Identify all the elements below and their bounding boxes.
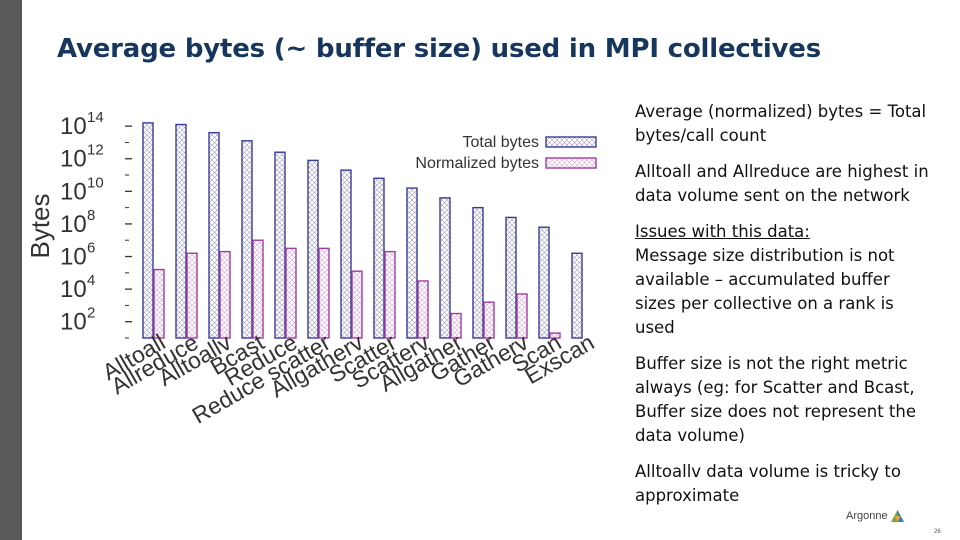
y-tick-label: 10 [60, 146, 87, 173]
legend-label-total: Total bytes [463, 134, 539, 151]
bar-total-gather [472, 206, 484, 339]
bar-normalized-allreduce [186, 252, 198, 339]
bar-normalized-reduce_scatter [318, 247, 330, 339]
bar-normalized-alltoall [153, 268, 165, 339]
bar-total-exscan [571, 252, 583, 339]
page-number: 26 [934, 529, 941, 535]
bar-total-allgatherv [340, 169, 352, 339]
bullet-4: Buffer size is not the right metric alwa… [635, 354, 917, 445]
y-tick-label: 10 [60, 113, 87, 140]
bar-normalized-allgather [450, 312, 462, 339]
bar-total-alltoallv [208, 131, 220, 339]
bar-normalized-gatherv [516, 293, 528, 339]
bar-normalized-bcast [252, 239, 264, 339]
y-tick-exponent: 6 [87, 240, 95, 257]
bar-normalized-scatter [384, 250, 396, 339]
legend-swatch-total [545, 136, 597, 148]
y-tick-label: 10 [60, 211, 87, 238]
y-tick-label: 10 [60, 309, 87, 336]
bar-total-alltoall [142, 122, 154, 339]
y-tick-label: 10 [60, 178, 87, 205]
bullet-3-heading: Issues with this data: [635, 222, 810, 241]
bar-total-reduce [274, 151, 286, 339]
y-axis-label: Bytes [25, 193, 55, 258]
y-tick-exponent: 2 [87, 305, 95, 322]
bar-normalized-allgatherv [351, 270, 363, 339]
y-tick-exponent: 12 [87, 142, 104, 159]
argonne-triangle-icon [890, 510, 904, 522]
bar-total-gatherv [505, 216, 517, 339]
y-tick-exponent: 4 [87, 272, 95, 289]
bar-total-scatter [373, 177, 385, 339]
y-tick-exponent: 8 [87, 207, 95, 224]
bar-total-allreduce [175, 123, 187, 339]
bullet-3-body: Message size distribution is not availab… [635, 246, 895, 337]
bar-normalized-scan [549, 332, 561, 339]
bar-total-scatterv [406, 187, 418, 339]
y-tick-exponent: 14 [87, 109, 104, 126]
bar-normalized-alltoallv [219, 250, 231, 339]
bullet-1: Average (normalized) bytes = Total bytes… [635, 102, 927, 145]
bullet-3: Issues with this data: Message size dist… [635, 220, 935, 340]
chart-legend: Total bytes Normalized bytes [415, 134, 597, 172]
bullet-list: Average (normalized) bytes = Total bytes… [635, 100, 935, 520]
y-tick-label: 10 [60, 276, 87, 303]
legend-swatch-normalized [545, 157, 597, 169]
bullet-2: Alltoall and Allreduce are highest in da… [635, 162, 929, 205]
bar-normalized-reduce [285, 247, 297, 339]
y-tick-label: 10 [60, 244, 87, 271]
slide-title: Average bytes (~ buffer size) used in MP… [57, 34, 822, 64]
bar-normalized-scatterv [417, 280, 429, 339]
bar-normalized-gather [483, 301, 495, 339]
bullet-5: Alltoallv data volume is tricky to appro… [635, 462, 901, 505]
bar-total-bcast [241, 140, 253, 339]
y-tick-exponent: 10 [87, 174, 104, 191]
bar-total-allgather [439, 197, 451, 339]
bar-total-scan [538, 226, 550, 339]
bar-total-reduce_scatter [307, 159, 319, 339]
slide-left-bar [0, 0, 22, 540]
legend-label-normalized: Normalized bytes [415, 155, 539, 172]
argonne-logo: Argonne [846, 510, 904, 522]
logo-text: Argonne [846, 510, 888, 522]
